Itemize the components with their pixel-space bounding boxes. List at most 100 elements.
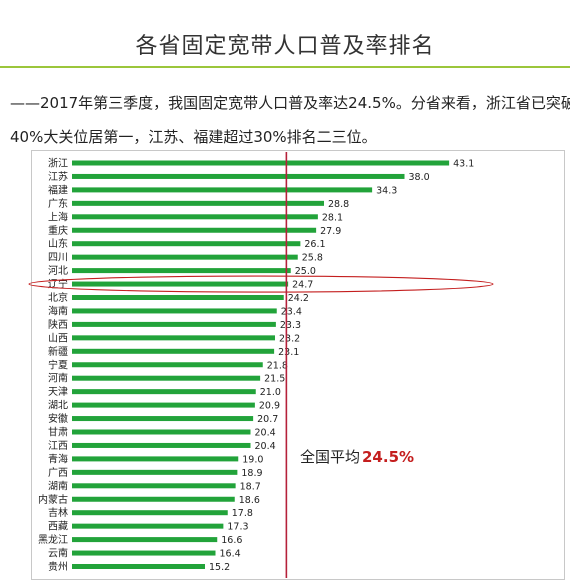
category-label: 江苏 [48, 170, 68, 183]
value-label: 23.2 [279, 333, 300, 344]
category-label: 吉林 [48, 506, 68, 519]
category-label: 云南 [48, 547, 68, 560]
bar [72, 308, 277, 314]
bar [72, 281, 289, 287]
category-label: 广西 [48, 467, 68, 479]
value-label: 18.9 [241, 468, 262, 479]
category-label: 北京 [48, 291, 68, 304]
bar [72, 375, 261, 381]
category-label: 河北 [48, 265, 68, 277]
bar [72, 200, 324, 206]
category-label: 重庆 [48, 224, 68, 237]
bar [72, 537, 218, 543]
category-label: 海南 [48, 304, 68, 317]
category-label: 黑龙江 [38, 533, 68, 546]
bar [72, 416, 254, 422]
category-label: 甘肃 [48, 426, 68, 439]
page-title: 各省固定宽带人口普及率排名 [135, 34, 435, 59]
value-label: 16.6 [221, 535, 242, 546]
value-label: 27.9 [320, 226, 341, 237]
category-label: 福建 [48, 183, 68, 196]
value-label: 21.0 [260, 387, 281, 398]
bar [72, 402, 255, 408]
category-label: 安徽 [48, 412, 68, 425]
bar [72, 160, 450, 166]
value-label: 17.8 [232, 508, 253, 519]
value-label: 26.1 [304, 239, 325, 250]
value-label: 23.4 [281, 306, 302, 317]
value-label: 24.2 [288, 293, 309, 304]
category-label: 广东 [48, 197, 68, 210]
bar [72, 469, 238, 475]
value-label: 19.0 [242, 454, 263, 465]
value-label: 25.8 [302, 253, 323, 264]
category-label: 湖南 [48, 479, 68, 492]
category-label: 宁夏 [48, 358, 68, 371]
bar [72, 456, 239, 462]
bar [72, 321, 276, 327]
category-label: 内蒙古 [38, 493, 68, 506]
category-label: 新疆 [48, 345, 68, 358]
bar [72, 241, 301, 247]
bar [72, 523, 224, 529]
value-label: 15.2 [209, 562, 230, 573]
bar [72, 429, 251, 435]
value-label: 18.7 [240, 481, 261, 492]
bar [72, 483, 236, 489]
bar [72, 214, 318, 220]
bar [72, 510, 228, 516]
value-label: 20.4 [255, 428, 276, 439]
bar [72, 187, 373, 193]
category-label: 河南 [48, 372, 68, 385]
bar [72, 389, 256, 395]
category-label: 四川 [48, 253, 68, 264]
value-label: 38.0 [409, 172, 430, 183]
average-label: 全国平均 [300, 448, 360, 466]
average-value: 24.5% [362, 448, 414, 466]
value-label: 21.8 [267, 360, 288, 371]
bar [72, 348, 275, 354]
category-label: 贵州 [48, 560, 68, 573]
value-label: 16.4 [220, 549, 241, 560]
category-label: 陕西 [48, 318, 68, 331]
category-label: 江西 [48, 440, 68, 452]
category-label: 天津 [48, 386, 68, 398]
subtitle-line-1: ——2017年第三季度，我国固定宽带人口普及率达24.5%。分省来看，浙江省已突… [10, 94, 570, 112]
value-label: 34.3 [376, 185, 397, 196]
bar [72, 550, 216, 556]
value-label: 20.7 [257, 414, 278, 425]
value-label: 20.4 [255, 441, 276, 452]
category-label: 西藏 [48, 521, 68, 533]
bar [72, 254, 298, 260]
bar [72, 295, 284, 300]
bar [72, 227, 317, 233]
category-label: 上海 [48, 210, 68, 223]
value-label: 23.3 [280, 320, 301, 331]
category-label: 青海 [48, 452, 68, 465]
value-label: 24.7 [292, 280, 313, 291]
category-label: 浙江 [48, 158, 68, 170]
value-label: 28.8 [328, 199, 349, 210]
bar [72, 442, 251, 448]
category-label: 山东 [48, 237, 68, 250]
title-divider [0, 66, 570, 68]
category-label: 湖北 [48, 400, 68, 412]
value-label: 23.1 [278, 347, 299, 358]
bar [72, 496, 235, 502]
value-label: 17.3 [227, 522, 248, 533]
category-label: 山西 [48, 332, 68, 344]
value-label: 25.0 [295, 266, 316, 277]
bar [72, 362, 263, 368]
bar [72, 564, 205, 569]
subtitle-line-2: 40%大关位居第一，江苏、福建超过30%排名二三位。 [10, 128, 377, 146]
highlight-ellipse [28, 275, 494, 293]
bar [72, 335, 275, 341]
value-label: 28.1 [322, 212, 343, 223]
value-label: 20.9 [259, 401, 280, 412]
value-label: 21.5 [264, 374, 285, 385]
bar [72, 268, 291, 274]
bar [72, 173, 405, 179]
value-label: 43.1 [453, 159, 474, 170]
value-label: 18.6 [239, 495, 260, 506]
